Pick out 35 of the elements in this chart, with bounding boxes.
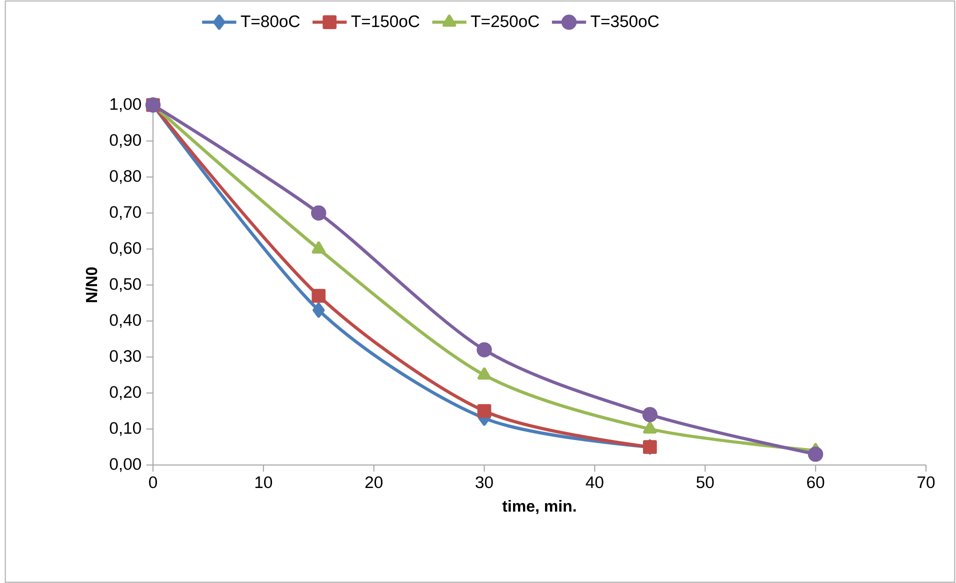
y-tick-label: 0,00: [110, 458, 141, 472]
legend-label: T=80oC: [240, 15, 300, 28]
point: [808, 446, 824, 462]
y-axis-title: N/N0: [85, 267, 98, 302]
point: [477, 367, 492, 380]
y-tick-label: 0,70: [110, 206, 141, 220]
point: [312, 288, 326, 303]
point: [476, 342, 492, 358]
legend-label: T=150oC: [351, 15, 420, 28]
y-tick-label: 0,50: [110, 278, 141, 292]
point: [477, 404, 492, 418]
y-tick-label: 0,40: [110, 314, 141, 328]
y-tick-label: 0,30: [110, 350, 141, 364]
x-tick-label: 10: [255, 476, 272, 488]
point: [312, 302, 325, 318]
point: [311, 205, 326, 221]
x-axis-title: time, min.: [502, 500, 576, 514]
x-tick-label: 0: [149, 476, 157, 488]
point: [642, 407, 658, 422]
x-tick-label: 20: [365, 476, 382, 488]
x-tick-label: 40: [586, 476, 604, 488]
x-tick-label: 70: [918, 476, 935, 488]
x-tick-label: 60: [807, 476, 824, 488]
x-tick-label: 50: [696, 476, 714, 488]
y-tick-label: 0,60: [110, 242, 141, 256]
y-tick-label: 0,90: [110, 134, 141, 148]
y-tick-label: 0,80: [110, 170, 141, 184]
x-tick-label: 30: [476, 476, 493, 488]
y-tick-label: 1,00: [110, 98, 141, 112]
legend-label: T=250oC: [471, 15, 540, 28]
point: [312, 241, 326, 254]
y-tick-label: 0,10: [110, 422, 141, 436]
y-tick-label: 0,20: [110, 386, 141, 400]
legend-label: T=350oC: [590, 15, 659, 28]
point: [643, 421, 657, 434]
